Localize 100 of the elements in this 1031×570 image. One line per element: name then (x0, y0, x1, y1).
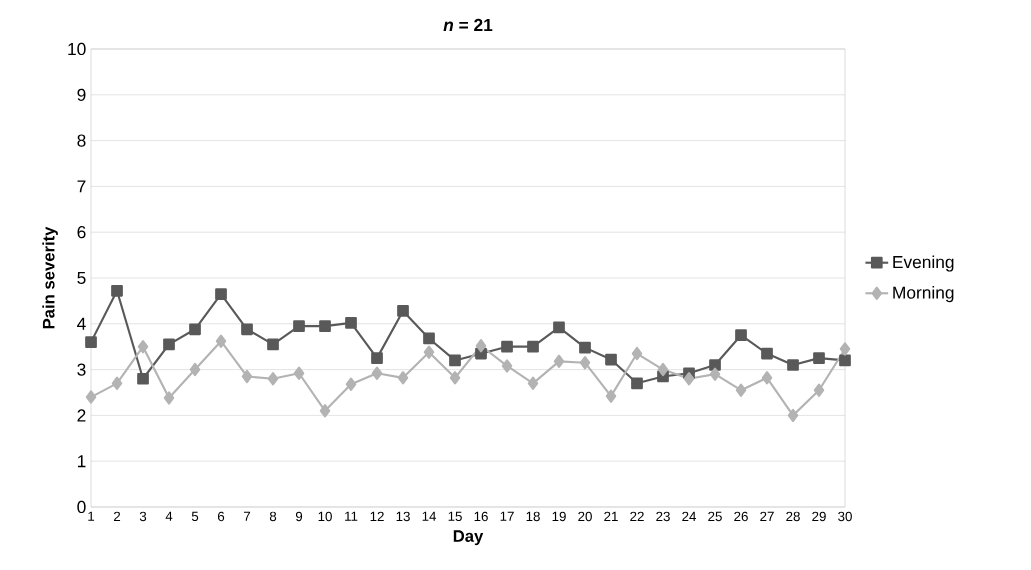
point (293, 320, 305, 332)
x-tick-label: 29 (812, 511, 826, 522)
point (397, 305, 409, 317)
point (839, 354, 851, 367)
point (189, 362, 201, 377)
y-tick-label: 5 (77, 271, 86, 285)
y-tick-label: 2 (77, 409, 86, 422)
point (631, 377, 643, 390)
y-tick-label: 8 (77, 134, 86, 147)
y-tick-label: 1 (77, 455, 86, 468)
point (345, 317, 357, 329)
point (605, 353, 617, 366)
point (605, 389, 617, 403)
point (579, 341, 591, 354)
x-tick-label: 20 (578, 511, 592, 522)
point (735, 329, 747, 342)
point (527, 340, 539, 353)
chart-title: n = 21 (443, 18, 493, 31)
point (449, 354, 461, 367)
point (813, 352, 825, 365)
point (657, 362, 669, 377)
x-tick-label: 28 (786, 511, 800, 522)
point (475, 339, 487, 353)
x-tick-label: 16 (474, 511, 488, 522)
point (215, 334, 227, 348)
x-tick-label: 4 (165, 511, 173, 521)
x-tick-label: 9 (295, 511, 303, 522)
point (527, 376, 539, 390)
x-tick-label: 8 (269, 511, 277, 522)
x-tick-label: 18 (526, 511, 540, 522)
point (85, 390, 97, 404)
point (761, 347, 773, 360)
point (839, 342, 851, 356)
x-tick-label: 11 (345, 511, 358, 521)
point (267, 372, 279, 386)
y-tick-label: 0 (77, 500, 86, 514)
x-tick-label: 26 (734, 511, 748, 522)
x-tick-label: 23 (656, 511, 670, 522)
point (163, 338, 175, 351)
x-tick-label: 30 (838, 511, 852, 522)
point (423, 345, 435, 359)
point (709, 367, 721, 381)
y-tick-label: 3 (77, 363, 86, 376)
point (241, 369, 253, 384)
y-tick-label: 7 (77, 180, 86, 193)
point (579, 356, 591, 370)
point (631, 346, 643, 361)
x-tick-label: 7 (243, 511, 251, 521)
point (397, 371, 409, 385)
point (553, 321, 565, 334)
point (319, 320, 331, 332)
y-axis-title: Pain severity (42, 226, 58, 329)
x-tick-label: 17 (500, 511, 514, 521)
point (163, 391, 175, 405)
point (553, 354, 565, 369)
point (345, 377, 357, 391)
x-tick-label: 19 (552, 511, 566, 522)
x-tick-label: 21 (604, 511, 618, 522)
x-tick-label: 25 (708, 511, 722, 522)
point (813, 383, 825, 397)
point (215, 288, 227, 300)
legend-label: Morning (893, 285, 954, 303)
point (787, 359, 799, 371)
legend-label: Evening (893, 255, 954, 272)
point (111, 284, 123, 297)
point (137, 372, 149, 385)
point (683, 372, 695, 386)
point (449, 371, 461, 385)
point (761, 371, 773, 385)
point (189, 323, 201, 336)
point (501, 359, 513, 373)
x-tick-label: 3 (139, 511, 147, 522)
x-tick-label: 13 (396, 511, 410, 522)
point (267, 338, 279, 351)
y-tick-label: 4 (77, 317, 86, 330)
x-tick-label: 15 (448, 511, 462, 521)
x-tick-label: 22 (630, 511, 644, 522)
x-tick-label: 1 (88, 511, 95, 521)
point (85, 336, 97, 348)
point (319, 404, 331, 418)
x-tick-label: 2 (113, 511, 121, 522)
x-axis-title: Day (453, 530, 484, 546)
x-tick-label: 24 (682, 511, 697, 522)
point (371, 352, 383, 365)
point (293, 366, 305, 380)
point (111, 376, 123, 390)
point (423, 332, 435, 345)
point (787, 408, 799, 423)
y-tick-label: 10 (68, 42, 86, 56)
point (735, 383, 747, 397)
x-tick-label: 14 (422, 511, 437, 521)
point (137, 340, 149, 354)
point (371, 366, 383, 380)
y-tick-label: 6 (77, 226, 86, 239)
x-tick-label: 6 (217, 511, 225, 522)
x-tick-label: 5 (191, 511, 199, 521)
point (501, 340, 513, 353)
point (709, 359, 721, 371)
y-tick-label: 9 (77, 88, 86, 101)
x-tick-label: 10 (318, 511, 332, 522)
